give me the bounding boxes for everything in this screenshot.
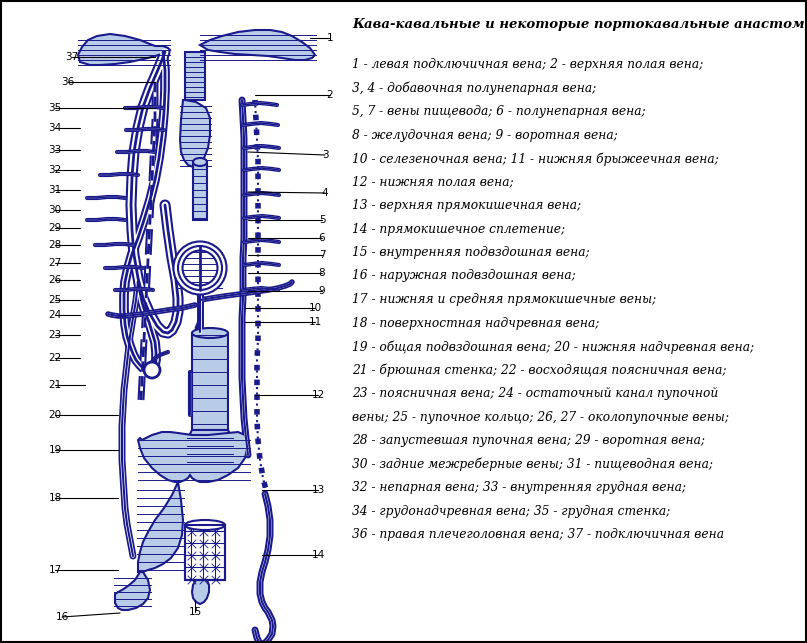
Text: 1: 1 [327, 33, 333, 43]
Text: 36: 36 [61, 77, 74, 87]
Ellipse shape [185, 520, 225, 530]
Text: 1 - левая подключичная вена; 2 - верхняя полая вена;: 1 - левая подключичная вена; 2 - верхняя… [352, 58, 703, 71]
Text: 2: 2 [327, 90, 333, 100]
Text: 18: 18 [48, 493, 61, 503]
Text: 34: 34 [48, 123, 61, 133]
Text: 23: 23 [48, 330, 61, 340]
Bar [185, 525, 225, 580]
Text: 34 - грудонадчревная вена; 35 - грудная стенка;: 34 - грудонадчревная вена; 35 - грудная … [352, 505, 671, 518]
Text: 22: 22 [48, 353, 61, 363]
Text: 30: 30 [48, 205, 61, 215]
Polygon shape [200, 30, 315, 60]
Text: 16: 16 [56, 612, 69, 622]
Text: 18 - поверхностная надчревная вена;: 18 - поверхностная надчревная вена; [352, 316, 600, 329]
Text: 33: 33 [48, 145, 61, 155]
Text: 6: 6 [319, 233, 325, 243]
Text: 35: 35 [48, 103, 61, 113]
Text: 27: 27 [48, 258, 61, 268]
Text: 32: 32 [48, 165, 61, 175]
Text: 8: 8 [319, 268, 325, 278]
Polygon shape [192, 580, 209, 604]
Text: 21 - брюшная стенка; 22 - восходящая поясничная вена;: 21 - брюшная стенка; 22 - восходящая поя… [352, 363, 726, 377]
Text: 12: 12 [312, 390, 324, 400]
Text: 17 - нижняя и средняя прямокишечные вены;: 17 - нижняя и средняя прямокишечные вены… [352, 293, 656, 306]
Text: 30 - задние межреберные вены; 31 - пищеводная вена;: 30 - задние межреберные вены; 31 - пищев… [352, 458, 713, 471]
Text: 31: 31 [48, 185, 61, 195]
Text: 7: 7 [319, 250, 325, 260]
Text: 9: 9 [319, 286, 325, 296]
Text: 15 - внутренняя подвздошная вена;: 15 - внутренняя подвздошная вена; [352, 246, 590, 259]
Polygon shape [185, 525, 225, 580]
Polygon shape [192, 333, 228, 430]
Text: 37: 37 [65, 52, 78, 62]
Polygon shape [187, 430, 233, 470]
Polygon shape [185, 52, 205, 100]
Text: 21: 21 [48, 380, 61, 390]
Text: 13 - верхняя прямокишечная вена;: 13 - верхняя прямокишечная вена; [352, 199, 581, 212]
Text: 23 - поясничная вена; 24 - остаточный канал пупочной: 23 - поясничная вена; 24 - остаточный ка… [352, 387, 718, 400]
Polygon shape [180, 100, 210, 167]
Text: 12 - нижняя полая вена;: 12 - нижняя полая вена; [352, 176, 513, 188]
Text: 3, 4 - добавочная полунепарная вена;: 3, 4 - добавочная полунепарная вена; [352, 82, 596, 95]
Text: вены; 25 - пупочное кольцо; 26, 27 - околопупочные вены;: вены; 25 - пупочное кольцо; 26, 27 - око… [352, 410, 729, 424]
Text: 19 - общая подвздошная вена; 20 - нижняя надчревная вена;: 19 - общая подвздошная вена; 20 - нижняя… [352, 340, 754, 354]
Ellipse shape [193, 158, 207, 166]
Polygon shape [115, 572, 150, 610]
Text: 14: 14 [312, 550, 324, 560]
Text: Кава-кавальные и некоторые портокавальные анастомозы:: Кава-кавальные и некоторые портокавальны… [352, 18, 807, 31]
Text: 4: 4 [322, 188, 328, 198]
Text: 10: 10 [308, 303, 321, 313]
Circle shape [144, 362, 160, 378]
Text: 17: 17 [48, 565, 61, 575]
Polygon shape [193, 162, 207, 220]
Text: 36 - правая плечеголовная вена; 37 - подключичная вена: 36 - правая плечеголовная вена; 37 - под… [352, 528, 724, 541]
Text: 14 - прямокишечное сплетение;: 14 - прямокишечное сплетение; [352, 222, 565, 235]
Text: 19: 19 [48, 445, 61, 455]
Text: 32 - непарная вена; 33 - внутренняя грудная вена;: 32 - непарная вена; 33 - внутренняя груд… [352, 481, 686, 494]
Polygon shape [138, 432, 248, 482]
Text: 3: 3 [322, 150, 328, 160]
Text: 5, 7 - вены пищевода; 6 - полунепарная вена;: 5, 7 - вены пищевода; 6 - полунепарная в… [352, 105, 646, 118]
Text: 29: 29 [48, 223, 61, 233]
Text: 20: 20 [48, 410, 61, 420]
Text: 10 - селезеночная вена; 11 - нижняя брыжеечная вена;: 10 - селезеночная вена; 11 - нижняя брыж… [352, 152, 719, 165]
Text: 8 - желудочная вена; 9 - воротная вена;: 8 - желудочная вена; 9 - воротная вена; [352, 129, 617, 141]
Text: 24: 24 [48, 310, 61, 320]
Text: 28: 28 [48, 240, 61, 250]
Text: 11: 11 [308, 317, 322, 327]
Text: 5: 5 [319, 215, 325, 225]
Polygon shape [78, 34, 170, 65]
Text: 15: 15 [188, 607, 202, 617]
Text: 28 - запустевшая пупочная вена; 29 - воротная вена;: 28 - запустевшая пупочная вена; 29 - вор… [352, 434, 705, 447]
Text: 13: 13 [312, 485, 324, 495]
Text: 25: 25 [48, 295, 61, 305]
Polygon shape [138, 482, 183, 572]
Ellipse shape [192, 328, 228, 338]
Text: 26: 26 [48, 275, 61, 285]
Text: 16 - наружная подвздошная вена;: 16 - наружная подвздошная вена; [352, 269, 575, 282]
